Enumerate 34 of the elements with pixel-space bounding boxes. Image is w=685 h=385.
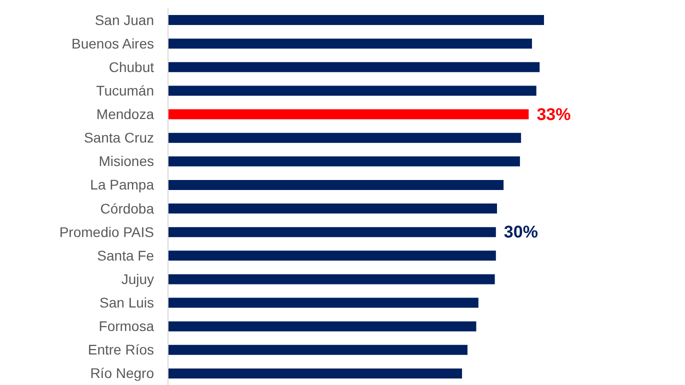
bar bbox=[168, 298, 478, 308]
bar bbox=[168, 132, 522, 143]
bar bbox=[168, 86, 536, 96]
bar bbox=[168, 344, 468, 355]
bar bbox=[168, 180, 504, 190]
bar bbox=[168, 368, 462, 378]
y-tick-label: Santa Fe bbox=[97, 247, 154, 264]
y-tick-label: Entre Ríos bbox=[88, 342, 154, 358]
bar bbox=[168, 321, 476, 332]
y-tick-label: Formosa bbox=[98, 318, 154, 334]
y-tick-label: Río Negro bbox=[90, 365, 154, 382]
y-tick-label: La Pampa bbox=[90, 176, 154, 193]
y-tick-label: Promedio PAIS bbox=[59, 224, 154, 240]
data-label: 33% bbox=[536, 104, 571, 124]
bar bbox=[168, 156, 520, 166]
y-tick-label: Santa Cruz bbox=[84, 130, 154, 146]
y-tick-label: Tucumán bbox=[96, 82, 154, 98]
y-tick-label: Chubut bbox=[108, 58, 154, 75]
bar bbox=[168, 227, 496, 238]
y-tick-label: Jujuy bbox=[121, 270, 154, 287]
bar bbox=[168, 109, 529, 120]
y-tick-label: Córdoba bbox=[100, 200, 154, 216]
bar bbox=[168, 274, 495, 284]
y-tick-label: San Luis bbox=[100, 294, 154, 310]
y-tick-label: San Juan bbox=[94, 12, 154, 28]
bar bbox=[168, 250, 496, 261]
bar bbox=[168, 204, 497, 214]
bar bbox=[168, 38, 532, 49]
y-tick-label: Misiones bbox=[98, 153, 154, 170]
y-tick-label: Buenos Aires bbox=[72, 35, 154, 52]
bar bbox=[168, 62, 540, 72]
y-tick-label: Mendoza bbox=[96, 106, 154, 122]
bar bbox=[168, 15, 544, 25]
data-label: 30% bbox=[504, 222, 538, 242]
